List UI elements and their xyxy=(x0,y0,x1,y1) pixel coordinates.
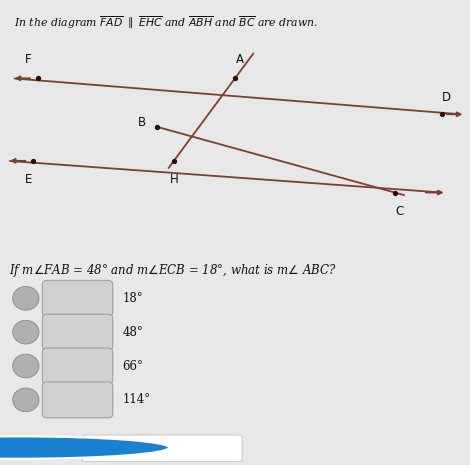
Text: 4.: 4. xyxy=(72,393,83,406)
FancyBboxPatch shape xyxy=(82,435,242,461)
Text: 2.: 2. xyxy=(72,326,83,339)
Text: 114°: 114° xyxy=(122,393,150,406)
Text: In the diagram $\overline{FAD}$ $\parallel$ $\overline{EHC}$ and $\overline{ABH}: In the diagram $\overline{FAD}$ $\parall… xyxy=(14,15,318,32)
Text: A: A xyxy=(235,53,244,66)
Text: 1.: 1. xyxy=(72,292,83,305)
Circle shape xyxy=(13,354,39,378)
Text: 3.: 3. xyxy=(72,359,83,372)
FancyBboxPatch shape xyxy=(42,382,113,418)
Text: E: E xyxy=(24,173,32,186)
Text: 66°: 66° xyxy=(122,359,143,372)
Text: D: D xyxy=(442,91,451,104)
FancyBboxPatch shape xyxy=(42,348,113,384)
Text: Style 2 Medium: Style 2 Medium xyxy=(122,442,203,452)
Text: C: C xyxy=(395,205,404,218)
Text: 18°: 18° xyxy=(122,292,143,305)
Text: If m$\angle$FAB = 48° and m$\angle$ECB = 18°, what is m$\angle$ ABC?: If m$\angle$FAB = 48° and m$\angle$ECB =… xyxy=(9,262,337,279)
Text: 48°: 48° xyxy=(122,326,143,339)
FancyBboxPatch shape xyxy=(42,280,113,316)
Text: F: F xyxy=(25,53,31,66)
Circle shape xyxy=(13,320,39,344)
Text: Zoom:: Zoom: xyxy=(47,442,86,452)
Text: H: H xyxy=(170,173,178,186)
Circle shape xyxy=(13,286,39,310)
FancyBboxPatch shape xyxy=(42,314,113,350)
Circle shape xyxy=(13,388,39,412)
Text: B: B xyxy=(138,116,146,129)
Circle shape xyxy=(0,436,169,458)
